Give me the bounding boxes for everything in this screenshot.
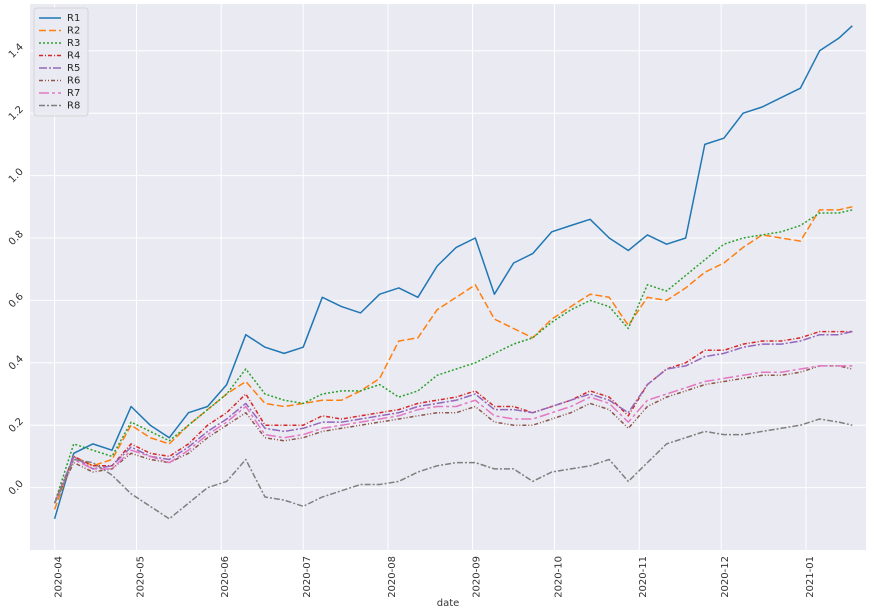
legend-label: R7	[67, 88, 80, 99]
series-lines	[53, 25, 853, 520]
y-tick-label: 0.6	[7, 291, 26, 310]
x-tick-label: 2020-04	[54, 556, 65, 598]
x-tick-labels: 2020-04 2020-05 2020-06 2020-07 2020-08 2020-…	[54, 556, 816, 598]
series-line-r5	[53, 330, 853, 504]
y-tick-label: 0.8	[7, 229, 26, 248]
series-line-r7	[53, 365, 853, 504]
legend-label: R3	[67, 38, 80, 49]
legend-label: R1	[67, 13, 80, 24]
legend-label: R2	[67, 26, 80, 37]
y-tick-label: 0.0	[7, 478, 26, 497]
series-line-r1	[53, 25, 853, 520]
series-line-r3	[53, 209, 853, 504]
x-axis-label: date	[437, 598, 460, 609]
legend-label: R6	[67, 76, 80, 87]
x-gridlines	[54, 4, 807, 550]
x-tick-label: 2020-12	[720, 556, 731, 598]
series-line-r4	[53, 330, 853, 504]
legend-box	[33, 7, 89, 117]
y-tick-label: 1.2	[7, 104, 26, 123]
x-tick-label: 2020-10	[554, 556, 565, 598]
y-tick-label: 0.4	[7, 354, 26, 373]
y-tick-labels: 0.0 0.2 0.4 0.6 0.8 1.0 1.2 1.4	[7, 42, 26, 498]
series-line-r8	[53, 418, 853, 520]
x-tick-label: 2020-09	[472, 556, 483, 598]
legend-label: R4	[67, 51, 80, 62]
x-tick-label: 2020-11	[638, 556, 649, 598]
x-tick-label: 2020-08	[387, 556, 398, 598]
y-tick-label: 1.4	[7, 42, 26, 61]
y-tick-label: 0.2	[7, 416, 26, 435]
x-tick-label: 2020-06	[220, 556, 231, 598]
series-line-r6	[53, 365, 853, 504]
x-tick-label: 2020-07	[302, 556, 313, 598]
legend-label: R8	[67, 101, 80, 112]
x-tick-label: 2020-05	[136, 556, 147, 598]
y-tick-label: 1.0	[7, 166, 26, 185]
y-gridlines	[30, 50, 866, 489]
legend-label: R5	[67, 63, 80, 74]
plot-background	[30, 4, 866, 550]
x-tick-label: 2021-01	[805, 556, 816, 598]
